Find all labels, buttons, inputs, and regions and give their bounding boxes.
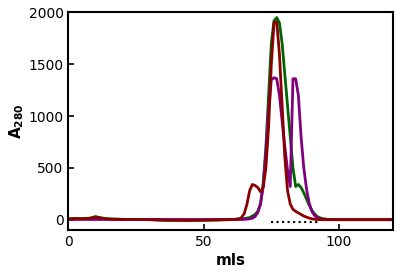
X-axis label: mls: mls xyxy=(216,253,246,268)
Y-axis label: $\mathregular{A_{280}}$: $\mathregular{A_{280}}$ xyxy=(7,103,26,139)
